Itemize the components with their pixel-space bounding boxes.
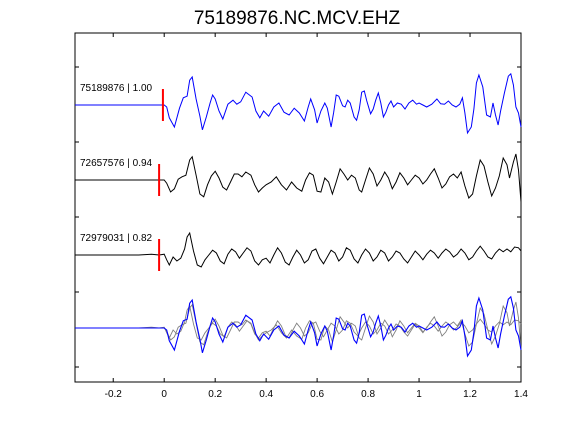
overlay-trace [75, 301, 522, 351]
x-tick-label: 1.2 [463, 389, 477, 400]
x-tick-label: -0.2 [105, 389, 123, 400]
x-tick-label: 1.4 [514, 389, 528, 400]
x-tick-label: 0.4 [259, 389, 273, 400]
trace-labels: 75189876 | 1.00 72657576 | 0.94 72979031 |… [80, 83, 153, 244]
x-tick-label: 1 [416, 389, 422, 400]
x-tick-label: 0.6 [310, 389, 324, 400]
trace-line [75, 231, 522, 268]
x-tick-label: 0.2 [208, 389, 222, 400]
overlay-trace [75, 295, 522, 358]
traces [75, 72, 522, 358]
trace-label: 72979031 | 0.82 [80, 233, 153, 244]
trace-label: 72657576 | 0.94 [80, 158, 153, 169]
chart-title: 75189876.NC.MCV.EHZ [194, 8, 401, 29]
trace-line [75, 153, 522, 203]
trace-label: 75189876 | 1.00 [80, 83, 153, 94]
x-tick-label: 0 [161, 389, 167, 400]
trace-line [75, 72, 522, 135]
plot-frame [74, 32, 522, 383]
x-tick-label: 0.8 [361, 389, 375, 400]
axis-ticks: -0.2 0 0.2 0.4 0.6 0.8 1 1.2 1.4 [75, 33, 528, 400]
pick-markers [158, 89, 164, 271]
overlay-trace [75, 304, 522, 341]
